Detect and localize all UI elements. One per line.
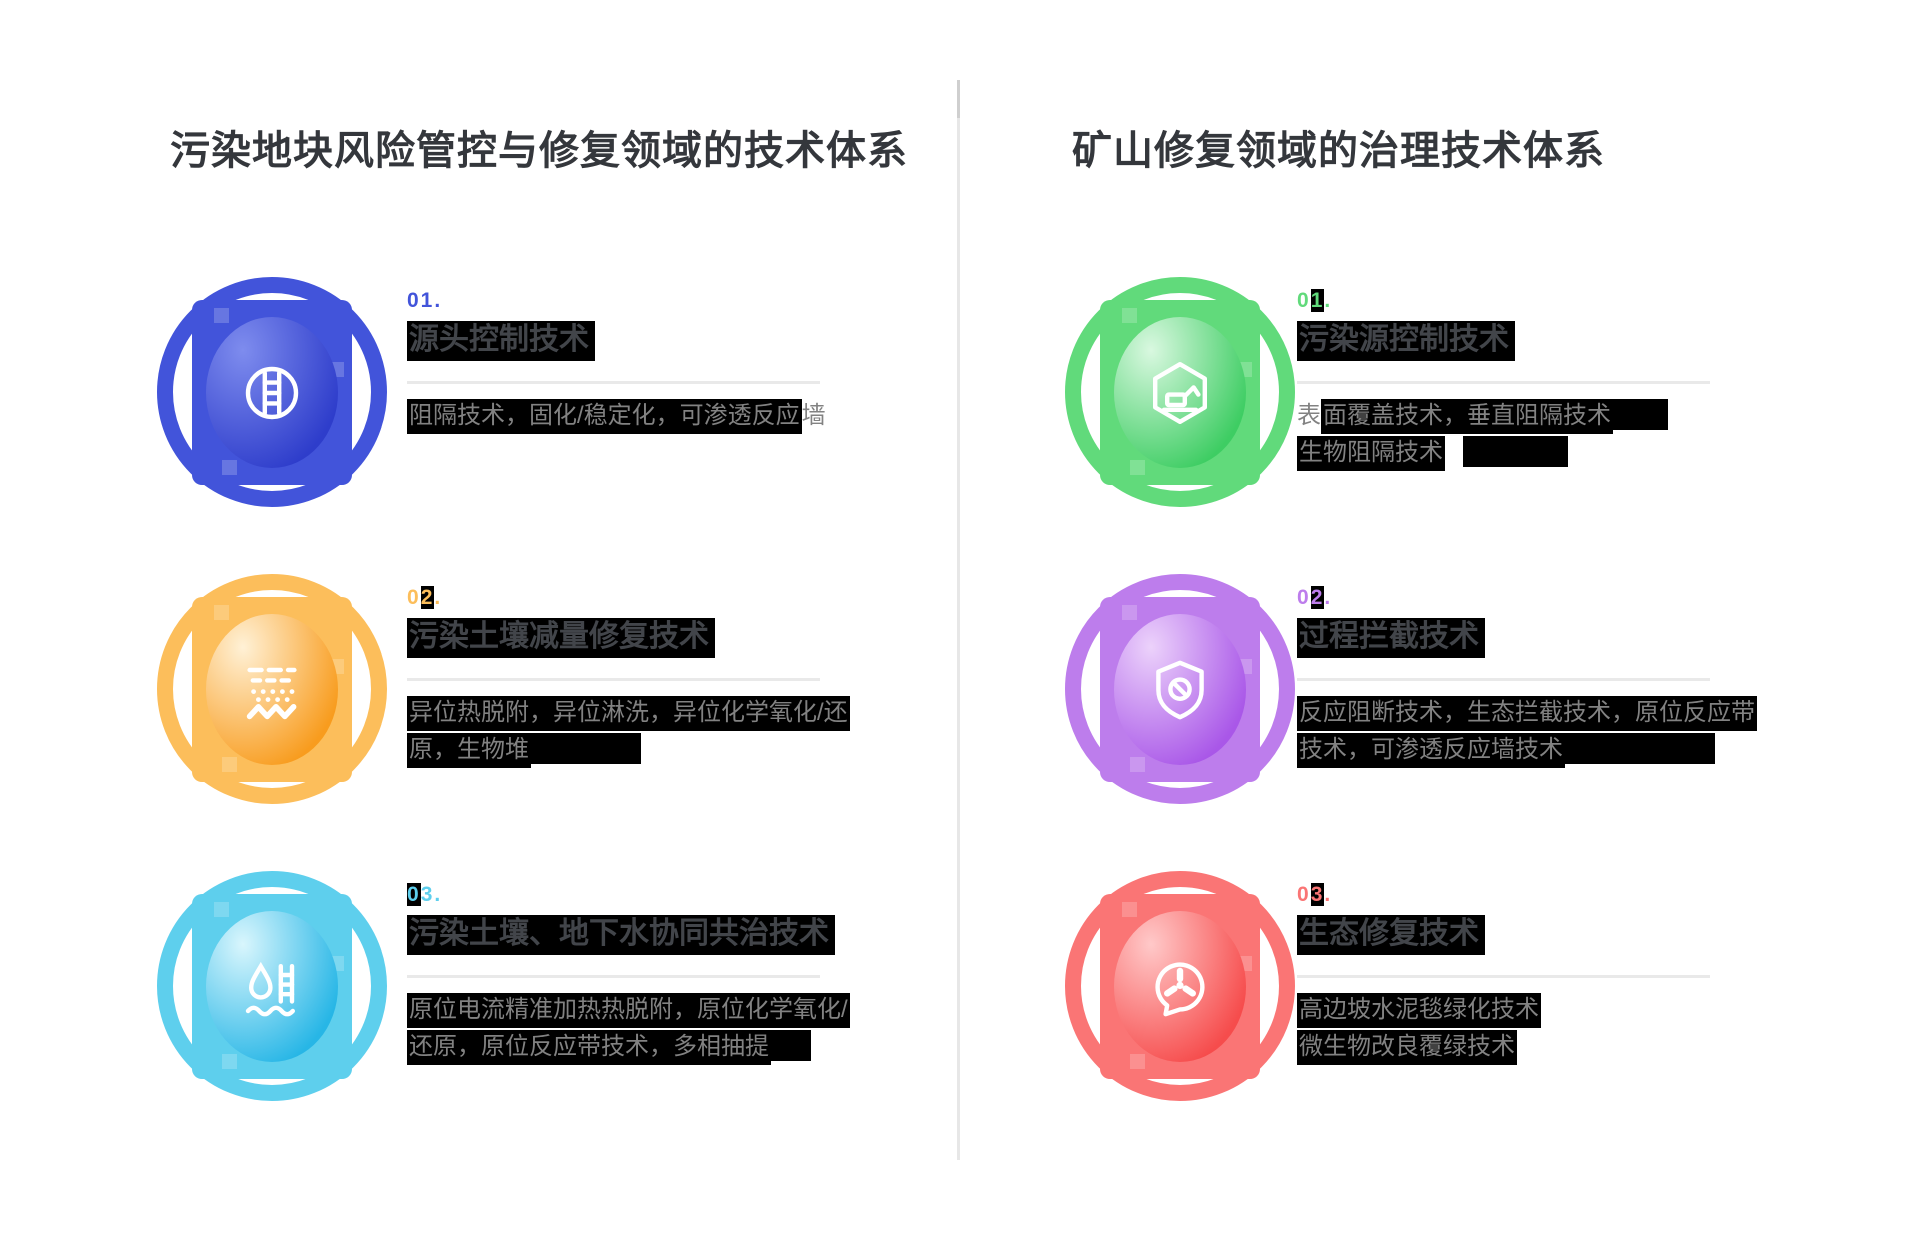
decorative-square	[1122, 605, 1137, 620]
description-line: 生物阻隔技术	[1297, 436, 1857, 473]
left-section-title: 污染地块风险管控与修复领域的技术体系	[170, 129, 908, 173]
description-line: 技术，可渗透反应墙技术	[1297, 733, 1857, 770]
icon-group	[1065, 574, 1295, 804]
item-divider	[1297, 975, 1710, 978]
decorative-square	[214, 605, 229, 620]
item-divider	[1297, 381, 1710, 384]
highlight-bar	[771, 1030, 811, 1061]
item-number: 02.	[1297, 586, 1333, 609]
description-line: 反应阻断技术，生态拦截技术，原位反应带	[1297, 696, 1857, 733]
item-description: 表面覆盖技术，垂直阻隔技术 生物阻隔技术	[1297, 399, 1857, 473]
item-description: 异位热脱附，异位淋洗，异位化学氧化/还 原，生物堆	[407, 696, 967, 770]
highlight-bar	[1565, 733, 1715, 764]
icon-tile	[192, 894, 352, 1079]
item-title: 污染土壤减量修复技术	[407, 617, 967, 658]
right-section-title: 矿山修复领域的治理技术体系	[1072, 129, 1605, 173]
description-line: 异位热脱附，异位淋洗，异位化学氧化/还	[407, 696, 967, 733]
icon-circle	[1114, 317, 1246, 468]
item-description: 阻隔技术，固化/稳定化，可渗透反应墙	[407, 399, 967, 436]
description-line: 高边坡水泥毯绿化技术	[1297, 993, 1857, 1030]
item-number: 03.	[407, 883, 443, 906]
item-divider	[407, 678, 820, 681]
item-title: 过程拦截技术	[1297, 617, 1857, 658]
item-divider	[407, 975, 820, 978]
description-line: 微生物改良覆绿技术	[1297, 1030, 1857, 1067]
description-line: 原，生物堆	[407, 733, 967, 770]
icon-circle	[206, 614, 338, 765]
item-number: 01.	[407, 289, 443, 312]
item-number: 02.	[407, 586, 443, 609]
icon-group	[1065, 871, 1295, 1101]
icon-group	[157, 277, 387, 507]
highlight-bar	[1613, 399, 1668, 430]
groundwater-icon	[245, 961, 295, 1016]
icon-tile	[192, 300, 352, 485]
decorative-square	[222, 460, 237, 475]
decorative-square	[1122, 308, 1137, 323]
decorative-square	[1130, 460, 1145, 475]
icon-tile	[1100, 597, 1260, 782]
item-divider	[1297, 678, 1710, 681]
excavator-hexagon-icon	[1153, 361, 1207, 424]
icon-group	[157, 871, 387, 1101]
description-line: 表面覆盖技术，垂直阻隔技术	[1297, 399, 1857, 436]
item-title: 污染土壤、地下水协同共治技术	[407, 914, 967, 955]
item-description: 反应阻断技术，生态拦截技术，原位反应带 技术，可渗透反应墙技术	[1297, 696, 1857, 770]
decorative-square	[222, 1054, 237, 1069]
decorative-square	[1130, 1054, 1145, 1069]
icon-tile	[192, 597, 352, 782]
description-line: 原位电流精准加热热脱附，原位化学氧化/	[407, 993, 967, 1030]
item-number: 03.	[1297, 883, 1333, 906]
item-description: 原位电流精准加热热脱附，原位化学氧化/还原，原位反应带技术，多相抽提	[407, 993, 967, 1067]
icon-tile	[1100, 894, 1260, 1079]
barrier-icon	[245, 366, 299, 419]
decorative-square	[214, 902, 229, 917]
decorative-square	[1130, 757, 1145, 772]
shield-block-icon	[1156, 660, 1204, 719]
item-description: 高边坡水泥毯绿化技术 微生物改良覆绿技术	[1297, 993, 1857, 1067]
icon-circle	[206, 911, 338, 1062]
description-line: 阻隔技术，固化/稳定化，可渗透反应墙	[407, 399, 967, 436]
item-title: 污染源控制技术	[1297, 320, 1857, 361]
icon-group	[1065, 277, 1295, 507]
decorative-square	[1122, 902, 1137, 917]
decorative-square	[222, 757, 237, 772]
column-separator	[957, 80, 960, 1160]
highlight-bar	[1463, 436, 1568, 467]
icon-circle	[1114, 911, 1246, 1062]
item-divider	[407, 381, 820, 384]
item-number: 01.	[1297, 289, 1333, 312]
icon-circle	[206, 317, 338, 468]
decorative-square	[214, 308, 229, 323]
item-title: 源头控制技术	[407, 320, 967, 361]
item-title: 生态修复技术	[1297, 914, 1857, 955]
icon-tile	[1100, 300, 1260, 485]
icon-group	[157, 574, 387, 804]
soil-infiltration-icon	[246, 667, 297, 719]
description-line: 还原，原位反应带技术，多相抽提	[407, 1030, 967, 1067]
icon-circle	[1114, 614, 1246, 765]
highlight-bar	[531, 733, 641, 764]
radiation-bubble-icon	[1155, 961, 1205, 1016]
